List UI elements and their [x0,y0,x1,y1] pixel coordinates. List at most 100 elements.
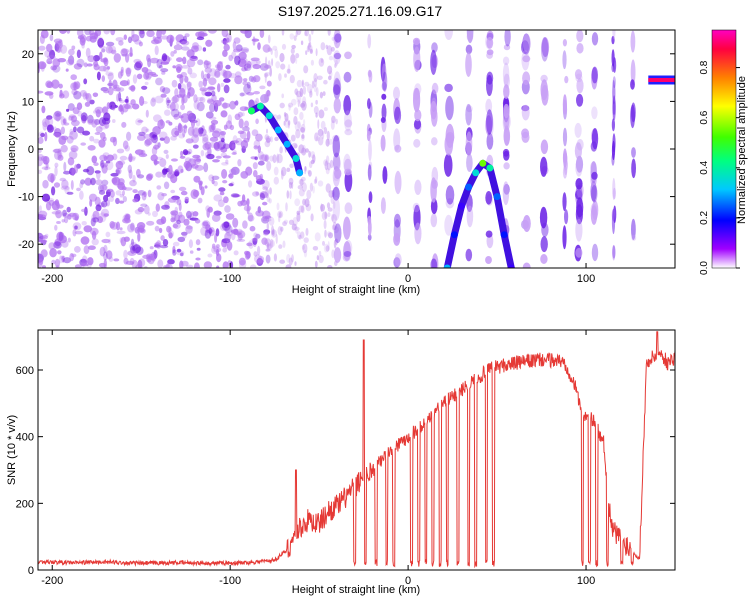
noise-blob [190,55,198,59]
noise-blob [282,240,286,248]
band-blob [541,37,549,62]
noise-blob [300,205,305,214]
noise-blob [186,110,193,117]
noise-blob [148,253,157,260]
noise-blob [54,258,61,268]
noise-blob [301,79,304,88]
noise-blob [89,227,99,236]
noise-blob [231,152,237,155]
band-blob [540,74,548,83]
noise-blob [213,128,222,134]
band-blob [445,185,455,205]
noise-blob [213,194,223,202]
noise-blob [86,63,93,67]
noise-blob [309,48,313,54]
noise-blob [252,36,256,46]
noise-blob [315,99,318,105]
noise-blob [194,219,201,224]
noise-blob [160,118,164,126]
band-blob [465,103,472,126]
noise-blob [181,65,191,69]
noise-blob [267,60,271,69]
noise-blob [228,174,233,178]
noise-blob [161,71,166,75]
noise-blob [257,145,261,154]
noise-blob [249,225,256,232]
noise-blob [310,30,314,35]
noise-blob [277,210,284,219]
noise-blob [237,159,242,167]
noise-blob [153,36,162,44]
noise-blob [320,204,325,212]
band-blob [562,127,568,147]
noise-blob [134,209,143,215]
band-blob [591,185,598,203]
noise-blob [233,37,241,44]
noise-blob [330,46,335,52]
band-blob [466,153,473,172]
noise-blob [56,231,65,242]
noise-blob [314,176,318,184]
noise-blob [57,154,64,161]
noise-blob [38,153,44,161]
noise-blob [246,242,253,247]
noise-blob [40,62,45,72]
band-blob [575,155,584,173]
band-blob [381,63,387,87]
noise-blob [323,243,329,253]
noise-blob [228,173,234,179]
descending-track-point [256,102,264,110]
noise-blob [206,208,210,218]
noise-blob [97,216,103,224]
noise-blob [180,113,190,123]
colorbar-gradient [711,29,737,269]
noise-blob [152,126,161,135]
noise-blob [202,221,209,227]
noise-blob [43,159,48,165]
noise-blob [267,241,269,249]
noise-blob [325,155,330,165]
noise-blob [286,190,290,199]
noise-blob [66,191,74,195]
noise-blob [250,59,258,67]
noise-blob [130,99,136,106]
band-blob [575,184,583,208]
noise-blob [74,246,81,253]
noise-blob [196,101,205,112]
noise-blob [38,90,44,94]
noise-blob [138,131,146,136]
noise-blob [312,185,315,194]
noise-blob [38,156,43,167]
band-blob [334,33,342,43]
noise-blob [298,189,305,197]
noise-blob [295,57,298,64]
noise-blob [244,106,248,111]
noise-blob [193,94,198,103]
noise-blob [143,191,147,198]
band-blob [465,44,473,55]
band-blob [342,253,351,262]
noise-blob [291,98,297,106]
noise-blob [173,49,177,54]
noise-blob [102,136,107,142]
band-blob [332,186,340,201]
noise-blob [288,219,295,225]
noise-blob [202,143,210,151]
noise-blob [91,119,98,128]
noise-blob [264,140,271,148]
noise-blob [232,48,242,53]
noise-blob [225,228,234,237]
noise-blob [40,132,45,138]
band-blob [591,243,599,262]
noise-blob [66,206,71,213]
noise-blob [203,162,209,173]
noise-blob [280,63,286,70]
noise-blob [278,215,281,223]
noise-blob [195,158,202,162]
noise-blob [195,257,201,261]
noise-blob [99,124,108,130]
noise-blob [272,154,277,164]
noise-blob [266,128,268,134]
noise-blob [87,119,95,125]
noise-blob [230,193,240,198]
